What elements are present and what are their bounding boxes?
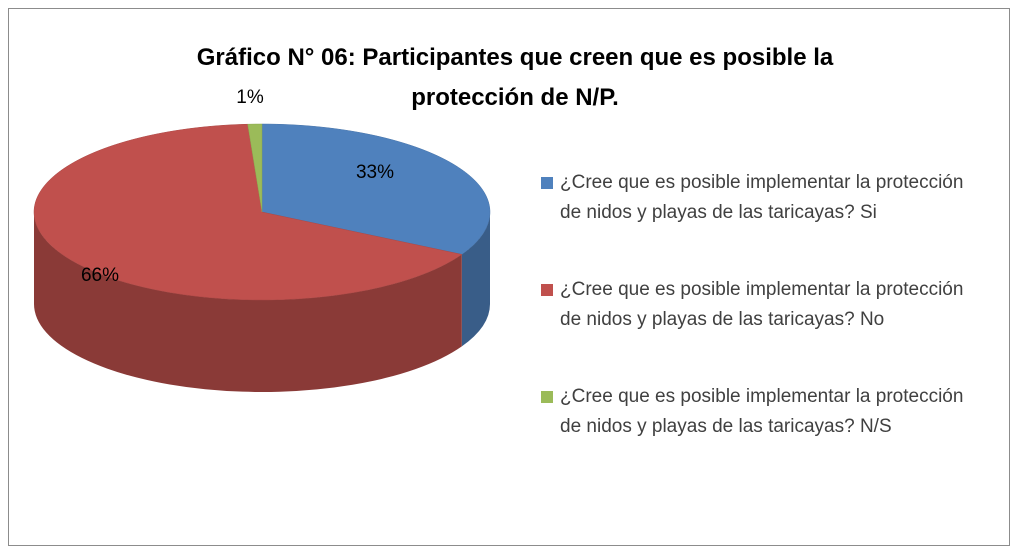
slice bbox=[247, 123, 263, 213]
legend-swatch bbox=[541, 391, 553, 403]
data-label: 1% bbox=[236, 87, 264, 108]
legend-label: ¿Cree que es posible implementar la prot… bbox=[560, 172, 964, 223]
legend-swatch bbox=[541, 177, 553, 189]
slice-side bbox=[34, 212, 462, 392]
data-label: 66% bbox=[81, 265, 119, 286]
legend-label: ¿Cree que es posible implementar la prot… bbox=[560, 279, 964, 330]
slice bbox=[33, 123, 463, 301]
chart-title: Gráfico N° 06: Participantes que creen q… bbox=[196, 44, 834, 111]
slice bbox=[261, 123, 491, 255]
legend-swatch bbox=[541, 284, 553, 296]
data-label: 33% bbox=[356, 162, 394, 183]
legend-label: ¿Cree que es posible implementar la prot… bbox=[560, 386, 964, 437]
slice-side bbox=[461, 212, 490, 347]
chart-border bbox=[8, 8, 1010, 546]
